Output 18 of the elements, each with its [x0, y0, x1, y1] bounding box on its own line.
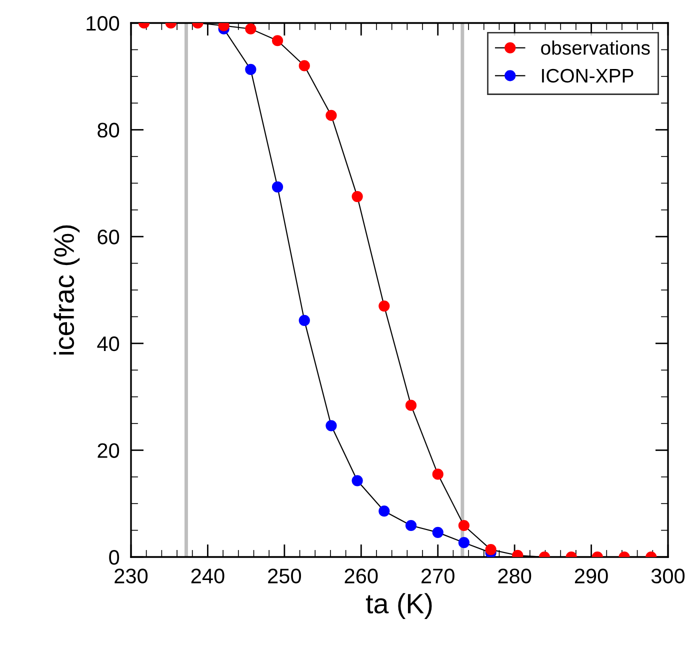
y-tick-label: 100 [86, 16, 120, 31]
x-tick-label: 250 [268, 568, 301, 584]
y-tick-label: 0 [109, 550, 120, 565]
legend-label: observations [541, 40, 650, 55]
x-tick-label: 290 [574, 568, 608, 584]
x-tick-label: 270 [422, 568, 454, 584]
legend-label: ICON-XPP [542, 68, 634, 83]
x-tick-label: 230 [114, 568, 148, 584]
y-tick-label: 20 [98, 443, 120, 458]
y-tick-label: 60 [98, 230, 120, 244]
x-tick-label: 260 [344, 568, 378, 584]
y-axis-title: icefrac (%) [54, 225, 80, 355]
x-tick-label: 300 [651, 568, 685, 584]
y-tick-label: 40 [97, 336, 120, 352]
y-tick-label: 80 [98, 122, 120, 138]
x-axis-title: ta (K) [366, 593, 432, 619]
x-tick-label: 280 [498, 568, 532, 584]
x-tick-label: 240 [191, 568, 224, 584]
